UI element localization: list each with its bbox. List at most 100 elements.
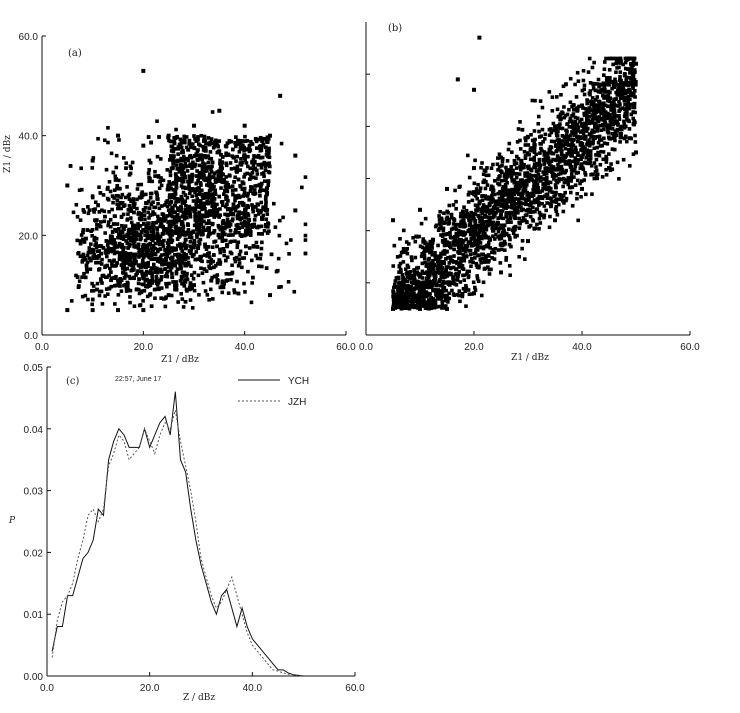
panel-a-point — [194, 192, 199, 197]
panel-a-point — [81, 208, 86, 212]
panel-b-point — [604, 154, 608, 159]
panel-a-point — [151, 221, 155, 225]
panel-b-point — [479, 222, 484, 226]
panel-b-point — [432, 305, 437, 310]
panel-a-point — [217, 225, 221, 230]
panel-b-point — [409, 255, 414, 259]
panel-b-point — [607, 152, 611, 156]
panel-a-point — [206, 191, 210, 196]
panel-a-point — [233, 230, 237, 235]
panel-a-point — [241, 143, 245, 148]
panel-a-point — [212, 215, 217, 219]
panel-a-point — [189, 251, 193, 255]
panel-b-point — [540, 127, 545, 132]
panel-b-point — [415, 293, 420, 298]
panel-a-point — [154, 274, 159, 279]
panel-a-point — [148, 283, 153, 288]
panel-a-point — [198, 181, 203, 186]
panel-b-point — [436, 243, 440, 248]
panel-b-point — [599, 83, 604, 87]
panel-b-point — [573, 130, 577, 135]
panel-b-point — [404, 271, 409, 276]
panel-a-point — [224, 186, 229, 191]
panel-b-point — [439, 251, 443, 256]
panel-a-ytick-label: 40.0 — [19, 132, 39, 143]
panel-a-point — [264, 145, 268, 150]
panel-a-point — [182, 137, 187, 141]
panel-b-point — [476, 235, 481, 240]
panel-a-point — [171, 158, 175, 163]
panel-b-point — [434, 281, 438, 286]
panel-a-point — [152, 212, 157, 216]
panel-b-point — [542, 204, 547, 208]
panel-a-point — [264, 194, 268, 199]
panel-b-point — [438, 255, 442, 260]
panel-b-point — [542, 137, 547, 141]
panel-a-point — [124, 253, 129, 258]
panel-b-point — [440, 217, 444, 222]
panel-a-point — [174, 200, 178, 204]
panel-a-point — [195, 235, 199, 239]
panel-a-point — [242, 156, 247, 160]
panel-b-point — [478, 219, 482, 224]
panel-a-point — [65, 183, 70, 188]
panel-a-point — [176, 216, 181, 220]
panel-a-point — [258, 148, 263, 153]
panel-a-point — [91, 284, 96, 288]
panel-a-point — [289, 238, 293, 242]
panel-b-point — [610, 116, 615, 121]
panel-a-point — [166, 183, 170, 188]
panel-b-point — [464, 254, 468, 258]
panel-a-point — [112, 238, 117, 242]
panel-b-point — [418, 272, 423, 277]
panel-a-point — [179, 194, 184, 199]
panel-a-point — [233, 144, 238, 149]
panel-b-point — [613, 138, 617, 143]
panel-b-point — [492, 226, 496, 230]
panel-b-point — [632, 68, 637, 72]
panel-a-point — [126, 246, 130, 250]
panel-a-point — [141, 143, 146, 148]
panel-a-point — [116, 308, 120, 313]
panel-a-point — [146, 210, 150, 215]
panel-a-point — [197, 156, 202, 160]
panel-a-point — [151, 231, 156, 235]
panel-a-point — [199, 133, 204, 138]
panel-b-point — [604, 157, 609, 161]
panel-a-point — [207, 221, 212, 225]
panel-a-point — [192, 223, 197, 228]
panel-a-point — [146, 253, 151, 258]
panel-a-point — [237, 226, 242, 230]
panel-a-point — [267, 161, 271, 166]
panel-a-point — [225, 244, 229, 249]
panel-b-point — [467, 269, 472, 274]
panel-b-point — [442, 261, 447, 266]
panel-a-point — [181, 230, 186, 235]
panel-a-point — [188, 154, 193, 158]
panel-a-point — [166, 135, 170, 140]
panel-a-point — [181, 149, 185, 153]
panel-a-point — [208, 175, 213, 180]
panel-b-point — [542, 213, 547, 218]
panel-b-point — [500, 209, 505, 213]
panel-b-point — [602, 96, 606, 100]
panel-a-point — [129, 166, 133, 171]
panel-b-point — [543, 158, 548, 163]
panel-b-point — [595, 145, 599, 150]
panel-b-point — [457, 238, 462, 242]
panel-b-point — [548, 186, 553, 191]
panel-b-point — [499, 233, 504, 238]
panel-a-point — [217, 139, 222, 143]
panel-b-point — [569, 172, 574, 176]
panel-a-point — [172, 220, 177, 225]
panel-b-point — [549, 203, 554, 208]
panel-a-point — [126, 234, 131, 239]
panel-b-point — [531, 174, 536, 178]
panel-a-point — [205, 293, 210, 297]
panel-b-point — [449, 212, 454, 217]
panel-a-point — [181, 171, 186, 175]
panel-a-point — [224, 175, 229, 179]
panel-b-point — [482, 224, 486, 229]
panel-a-point — [264, 200, 268, 205]
panel-b-point — [401, 281, 406, 286]
